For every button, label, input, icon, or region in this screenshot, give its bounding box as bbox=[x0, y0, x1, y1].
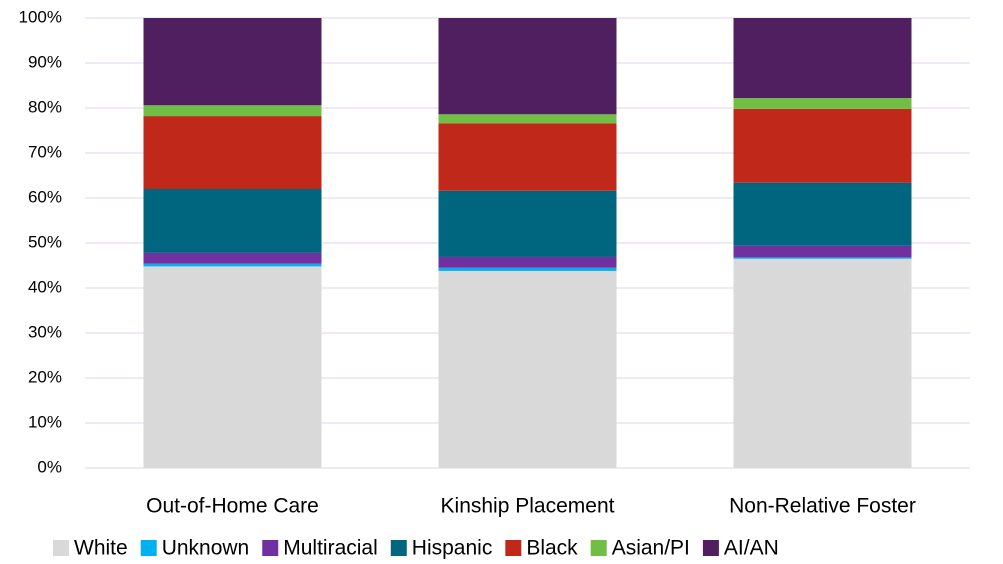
bar-segment bbox=[733, 98, 912, 109]
y-tick-label: 60% bbox=[28, 187, 62, 206]
y-tick-label: 70% bbox=[28, 142, 62, 161]
legend-swatch bbox=[53, 540, 69, 556]
legend-label: Hispanic bbox=[412, 537, 493, 560]
bar-segment bbox=[733, 257, 912, 259]
y-tick-label: 20% bbox=[28, 367, 62, 386]
bar-segment bbox=[733, 18, 912, 99]
y-tick-label: 30% bbox=[28, 322, 62, 341]
y-tick-label: 80% bbox=[28, 97, 62, 116]
legend-label: Unknown bbox=[162, 537, 250, 560]
bar-segment bbox=[733, 258, 912, 468]
bar-segment bbox=[438, 256, 617, 268]
bar-segment bbox=[143, 116, 322, 189]
legend-label: Asian/PI bbox=[612, 537, 690, 560]
bar-segment bbox=[438, 114, 617, 124]
legend-swatch bbox=[262, 540, 279, 556]
bar-segment bbox=[438, 190, 617, 257]
bar-segment bbox=[438, 270, 617, 468]
y-tick-label: 40% bbox=[28, 277, 62, 296]
legend-swatch bbox=[590, 540, 607, 556]
bar-segment bbox=[143, 263, 322, 267]
bar-segment bbox=[733, 182, 912, 246]
bar-segment bbox=[143, 189, 322, 253]
legend-swatch bbox=[702, 540, 719, 556]
bar-segment bbox=[438, 123, 617, 191]
y-tick-label: 50% bbox=[28, 232, 62, 251]
y-tick-label: 90% bbox=[28, 52, 62, 71]
x-tick-label: Kinship Placement bbox=[441, 495, 615, 518]
legend-swatch bbox=[505, 540, 522, 556]
bar-segment bbox=[438, 18, 617, 115]
bar-segment bbox=[143, 105, 322, 117]
bar-segment bbox=[143, 18, 322, 106]
y-tick-label: 0% bbox=[37, 457, 62, 476]
bar-segment bbox=[438, 267, 617, 271]
bar-segment bbox=[143, 252, 322, 264]
legend-label: AI/AN bbox=[724, 537, 779, 560]
bar-segment bbox=[143, 266, 322, 468]
y-tick-label: 100% bbox=[19, 7, 62, 26]
bar-segment bbox=[733, 245, 912, 258]
legend-swatch bbox=[390, 540, 407, 556]
legend-label: Black bbox=[526, 537, 578, 560]
y-tick-label: 10% bbox=[28, 412, 62, 431]
legend-label: Multiracial bbox=[283, 537, 378, 560]
bar-segment bbox=[733, 108, 912, 183]
legend-swatch bbox=[140, 540, 157, 556]
x-tick-label: Out-of-Home Care bbox=[146, 495, 319, 518]
x-tick-label: Non-Relative Foster bbox=[729, 495, 916, 518]
legend-label: White bbox=[74, 537, 128, 560]
